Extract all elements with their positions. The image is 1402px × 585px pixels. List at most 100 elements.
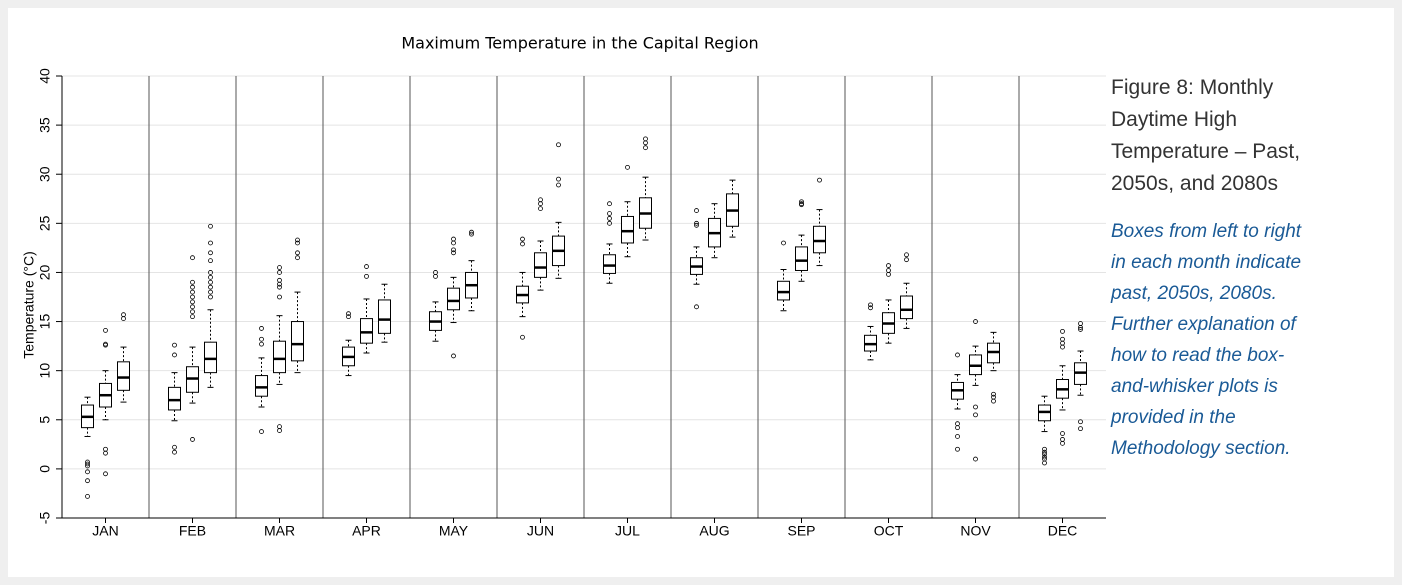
- outlier: [625, 164, 630, 170]
- outlier: [1078, 426, 1083, 432]
- outlier: [451, 236, 456, 242]
- x-tick-label: FEB: [179, 523, 206, 539]
- outlier: [1060, 431, 1065, 436]
- outlier: [451, 240, 456, 246]
- outlier: [886, 263, 891, 268]
- outlier: [643, 140, 648, 146]
- outlier: [277, 277, 282, 283]
- box: [777, 280, 790, 301]
- x-tick-label: JUL: [615, 523, 640, 539]
- outlier: [904, 257, 909, 263]
- outlier: [955, 446, 960, 452]
- outlier: [85, 461, 90, 467]
- outlier: [208, 223, 213, 229]
- outlier: [103, 446, 108, 452]
- outlier: [781, 240, 786, 246]
- outlier: [520, 334, 525, 340]
- y-tick-label: -5: [37, 512, 53, 525]
- outlier: [259, 341, 264, 347]
- outlier: [208, 270, 213, 275]
- outlier: [364, 264, 369, 269]
- box: [534, 252, 547, 278]
- outlier: [607, 216, 612, 221]
- outlier: [208, 279, 213, 285]
- outlier: [643, 136, 648, 142]
- outlier: [295, 250, 300, 256]
- outlier: [190, 304, 195, 310]
- outlier: [277, 428, 282, 433]
- outlier: [103, 327, 108, 333]
- outlier: [1042, 451, 1047, 457]
- outlier: [451, 247, 456, 253]
- x-tick-label: AUG: [699, 523, 729, 539]
- box: [273, 340, 286, 374]
- outlier: [1060, 344, 1065, 350]
- outlier: [868, 302, 873, 308]
- outlier: [1078, 327, 1083, 332]
- outlier: [85, 469, 90, 475]
- x-tick-label: OCT: [874, 523, 904, 539]
- x-tick-label: JAN: [92, 523, 118, 539]
- outlier: [451, 353, 456, 359]
- outlier: [85, 478, 90, 484]
- box: [813, 225, 826, 254]
- outlier: [172, 342, 177, 348]
- y-tick-label: 0: [37, 465, 53, 473]
- outlier: [1042, 449, 1047, 455]
- outlier: [955, 421, 960, 427]
- outlier: [1042, 460, 1047, 466]
- outlier: [208, 274, 213, 280]
- outlier: [172, 352, 177, 358]
- outlier: [190, 299, 195, 305]
- y-axis-label: Temperature (°C): [21, 251, 37, 359]
- box: [603, 254, 616, 274]
- outlier: [991, 391, 996, 397]
- box: [117, 361, 130, 391]
- outlier: [103, 450, 108, 456]
- outlier: [277, 294, 282, 300]
- outlier: [469, 231, 474, 237]
- outlier: [538, 197, 543, 203]
- outlier: [904, 252, 909, 258]
- outlier: [694, 222, 699, 228]
- x-tick-label: MAR: [264, 523, 295, 539]
- box: [255, 375, 268, 397]
- x-tick-label: SEP: [787, 523, 815, 539]
- outlier: [1042, 446, 1047, 452]
- outlier: [955, 352, 960, 358]
- outlier: [799, 202, 804, 208]
- outlier: [121, 316, 126, 322]
- box: [204, 341, 217, 374]
- outlier: [208, 240, 213, 246]
- outlier: [208, 294, 213, 300]
- outlier: [172, 449, 177, 455]
- box: [795, 246, 808, 271]
- box: [168, 386, 181, 411]
- outlier: [208, 258, 213, 264]
- box: [621, 215, 634, 244]
- outlier: [1060, 437, 1065, 442]
- outlier: [973, 412, 978, 418]
- outlier: [868, 305, 873, 311]
- outlier: [208, 284, 213, 290]
- chart: Maximum Temperature in the Capital Regio…: [21, 34, 1106, 539]
- box: [900, 295, 913, 320]
- outlier: [1042, 454, 1047, 460]
- outlier: [973, 456, 978, 462]
- outlier: [190, 314, 195, 320]
- box: [378, 299, 391, 334]
- outlier: [973, 404, 978, 410]
- caption-title: Figure 8: Monthly Daytime High Temperatu…: [1111, 76, 1301, 195]
- outlier: [1078, 321, 1083, 326]
- outlier: [991, 398, 996, 404]
- y-tick-label: 30: [37, 166, 53, 182]
- outlier: [190, 279, 195, 285]
- x-tick-label: MAY: [439, 523, 469, 539]
- outlier: [607, 211, 612, 216]
- outlier: [295, 255, 300, 261]
- y-tick-label: 15: [37, 314, 53, 330]
- caption-text: Boxes from left to right in each month i…: [1111, 221, 1302, 459]
- outlier: [799, 199, 804, 205]
- outlier: [520, 241, 525, 247]
